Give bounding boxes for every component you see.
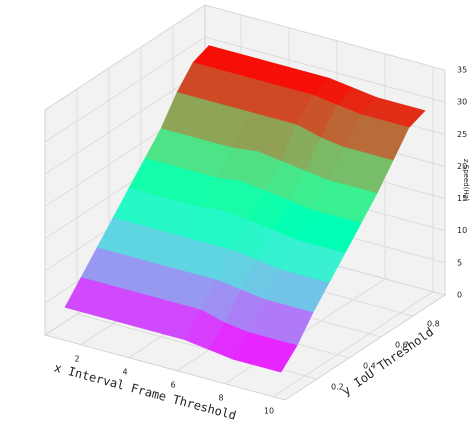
x-tick-label: 2 [74,354,79,363]
x-tick-label: 4 [122,367,127,376]
grid-line [204,36,446,103]
z-tick-label: 0 [457,291,462,300]
grid-line [272,291,434,398]
x-tick-label: 8 [218,393,223,402]
z-tick-label: 25 [457,130,467,139]
x-tick-label: 6 [170,380,175,389]
z-tick-label: 15 [457,194,467,203]
z-tick-label: 10 [457,226,467,235]
z-tick-label: 30 [457,98,467,107]
grid-line [44,68,206,175]
z-tick-label: 35 [457,66,467,75]
z-tick-label: 20 [457,162,467,171]
y-tick-label: 0.2 [331,383,344,392]
z-tick-label: 5 [457,258,462,267]
y-tick-label: 0.4 [363,362,376,371]
y-tick-label: 0.8 [427,320,440,329]
grid-line [44,4,206,111]
grid-line [204,4,446,71]
x-tick-label: 10 [264,406,274,415]
grid-line [224,278,386,385]
z-axis-label: z Speed(Hz) [462,159,470,202]
y-tick-label: 0.6 [395,341,408,350]
surface-patch [256,338,298,373]
grid-line [44,36,206,143]
